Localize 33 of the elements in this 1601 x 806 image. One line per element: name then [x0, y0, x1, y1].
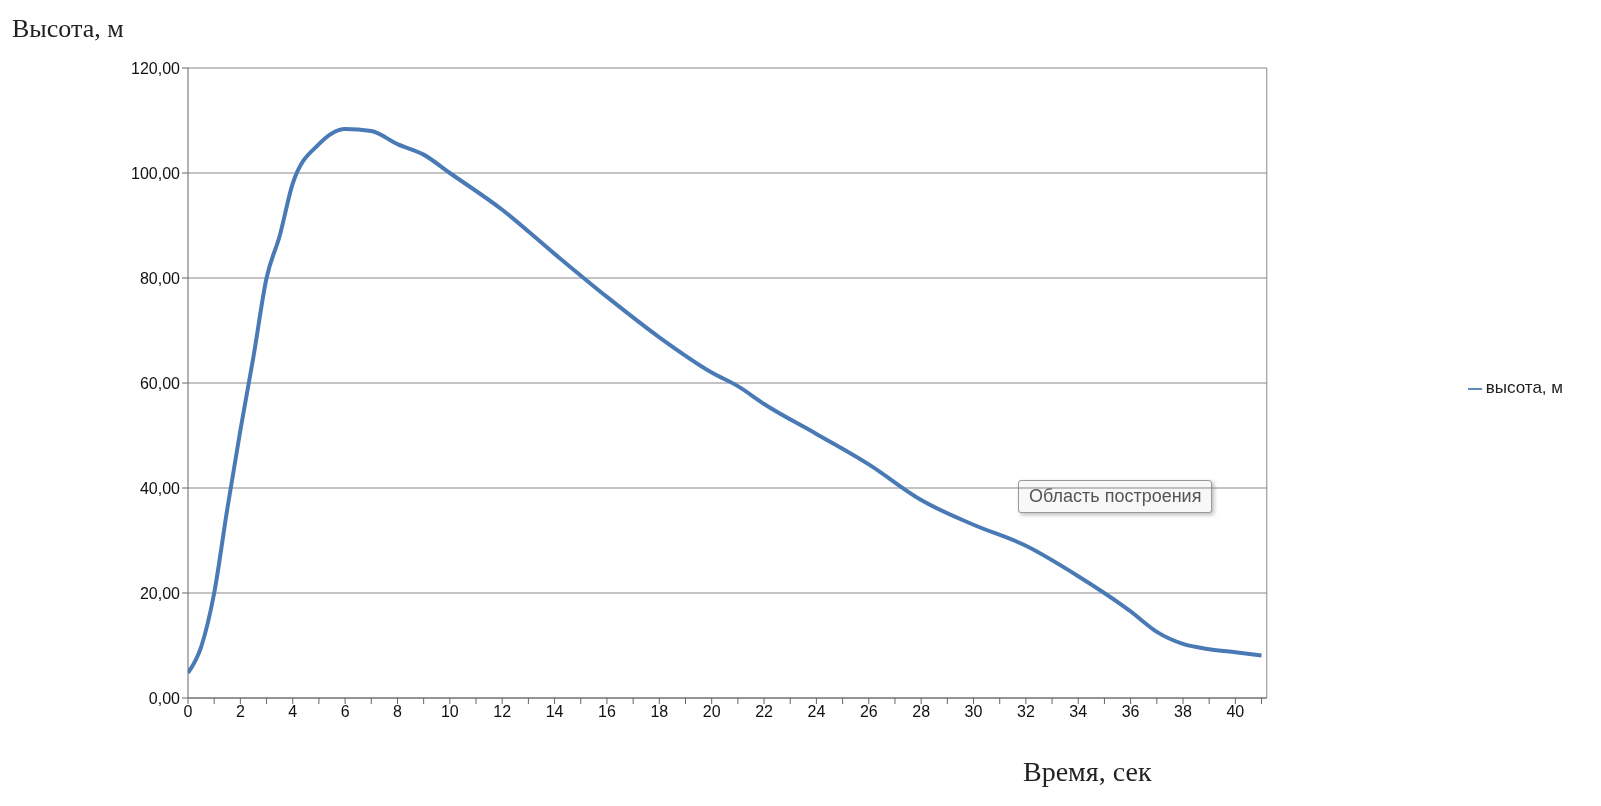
y-tick-label: 80,00 [139, 269, 181, 287]
x-tick-label: 30 [964, 703, 983, 721]
x-tick-label: 0 [183, 703, 193, 721]
y-axis-title: Высота, м [12, 14, 124, 44]
x-tick-label: 32 [1016, 703, 1035, 721]
x-tick-label: 38 [1174, 703, 1192, 721]
y-tick-label: 40,00 [139, 479, 181, 497]
legend-label: высота, м [1485, 378, 1563, 397]
x-tick-label: 2 [235, 703, 245, 721]
x-tick-label: 12 [493, 703, 512, 721]
x-tick-label: 6 [340, 703, 350, 721]
x-tick-label: 36 [1121, 703, 1140, 721]
y-tick-label: 20,00 [139, 584, 181, 602]
x-tick-label: 18 [650, 703, 669, 721]
y-tick-label: 0,00 [148, 689, 181, 707]
annotation: Область построения [1018, 480, 1213, 513]
x-tick-label: 8 [393, 703, 403, 721]
x-tick-label: 20 [702, 703, 721, 721]
y-tick-label: 60,00 [139, 374, 181, 392]
y-tick-label: 120,00 [131, 59, 181, 77]
x-axis-title: Время, сек [1023, 756, 1152, 788]
x-tick-label: 14 [545, 703, 564, 721]
x-tick-label: 22 [755, 703, 774, 721]
x-tick-label: 10 [440, 703, 459, 721]
x-tick-label: 40 [1226, 703, 1245, 721]
line-series [188, 126, 1264, 675]
x-tick-label: 4 [288, 703, 298, 721]
x-tick-label: 16 [598, 703, 616, 721]
x-tick-label: 24 [807, 703, 826, 721]
x-tick-label: 34 [1069, 703, 1088, 721]
y-tick-label: 100,00 [131, 164, 181, 182]
x-tick-label: 26 [859, 703, 878, 721]
x-tick-label: 28 [912, 703, 931, 721]
